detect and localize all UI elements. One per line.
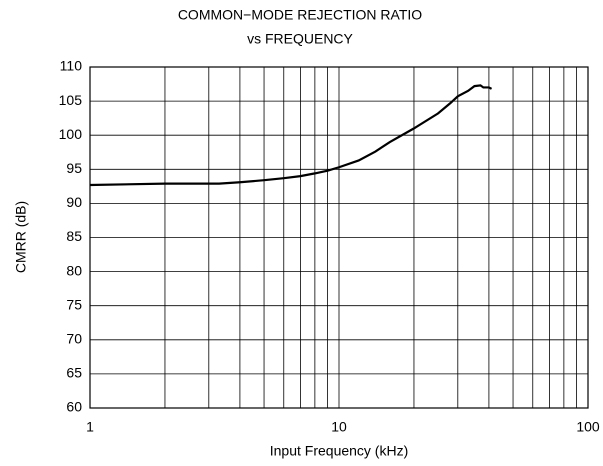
chart-subtitle: vs FREQUENCY [247, 31, 353, 47]
y-tick-label: 105 [59, 92, 83, 108]
chart-title: COMMON−MODE REJECTION RATIO [178, 7, 422, 23]
y-tick-label: 100 [59, 126, 83, 142]
data-line [89, 84, 493, 187]
y-tick-label: 65 [66, 365, 82, 381]
y-tick-label: 85 [66, 228, 82, 244]
y-tick-label: 95 [66, 160, 82, 176]
y-axis-label: CMRR (dB) [13, 201, 29, 273]
y-tick-label: 110 [60, 58, 83, 74]
x-tick-label: 10 [331, 419, 347, 435]
x-tick-label: 100 [576, 419, 600, 435]
x-axis-label: Input Frequency (kHz) [270, 443, 409, 459]
x-tick-label: 1 [86, 419, 94, 435]
y-tick-label: 60 [66, 399, 82, 415]
y-tick-label: 90 [66, 194, 82, 210]
y-tick-label: 75 [66, 296, 82, 312]
y-tick-label: 80 [66, 262, 82, 278]
plot-frame [89, 66, 589, 409]
y-tick-label: 70 [66, 331, 82, 347]
